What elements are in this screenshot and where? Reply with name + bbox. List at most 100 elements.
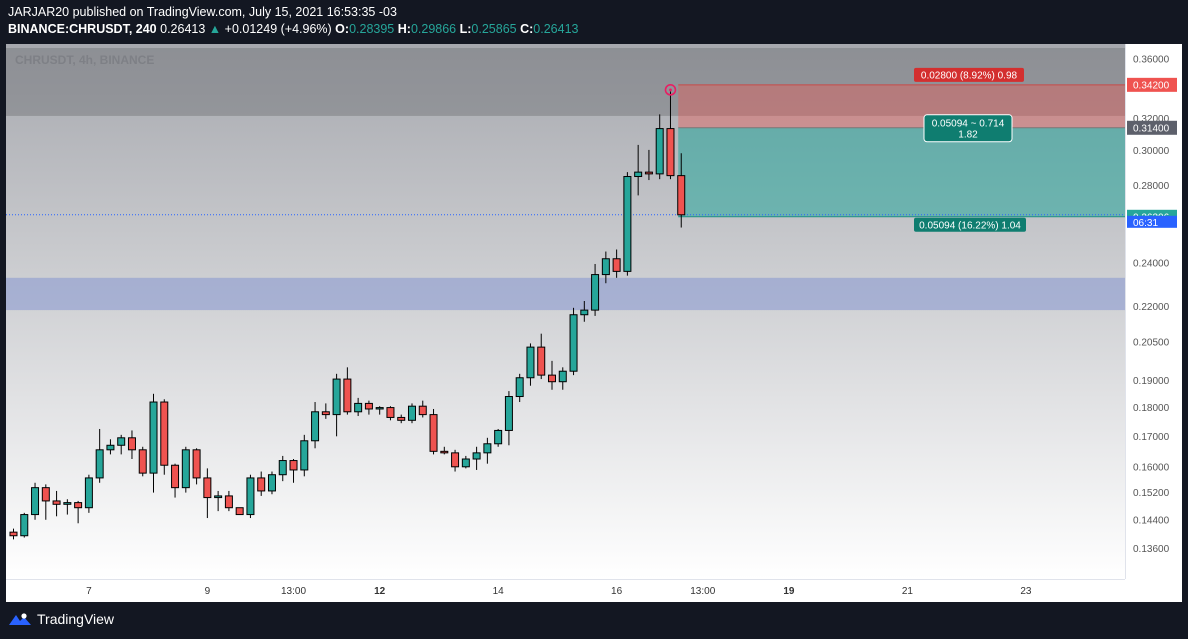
risk-reward-line1: 0.05094 ~ 0.714 bbox=[932, 118, 1005, 129]
candle-body bbox=[31, 487, 40, 516]
candle-body bbox=[278, 460, 287, 476]
stop-label-box bbox=[914, 67, 1024, 82]
candle-body bbox=[418, 405, 427, 416]
candle-body bbox=[429, 414, 438, 452]
candle-body bbox=[74, 502, 83, 509]
candle-body bbox=[569, 314, 578, 372]
candle-body bbox=[580, 309, 589, 316]
candle-body bbox=[515, 377, 524, 398]
candle-body bbox=[364, 402, 373, 410]
candle-body bbox=[127, 437, 136, 451]
x-tick-label: 16 bbox=[611, 586, 623, 597]
candle-body bbox=[214, 495, 223, 499]
candle-body bbox=[397, 416, 406, 421]
candle-body bbox=[623, 176, 632, 272]
y-tick-label: 0.16000 bbox=[1133, 462, 1170, 473]
publish-text: JARJAR20 published on TradingView.com, J… bbox=[8, 5, 397, 19]
candle-body bbox=[138, 449, 147, 474]
price-tag-box bbox=[1127, 77, 1177, 92]
candle-body bbox=[246, 477, 255, 516]
candle-body bbox=[677, 175, 686, 216]
candle-body bbox=[548, 374, 556, 383]
stop-label: 0.02800 (8.92%) 0.98 bbox=[921, 70, 1018, 81]
target-label: 0.05094 (16.22%) 1.04 bbox=[919, 220, 1021, 231]
y-tick-label: 0.17000 bbox=[1133, 432, 1170, 443]
price-tag-box bbox=[1127, 120, 1177, 135]
y-tick-label: 0.19000 bbox=[1133, 376, 1170, 387]
footer-brand: TradingView bbox=[37, 611, 115, 627]
candle-body bbox=[537, 346, 546, 376]
candle-body bbox=[106, 444, 115, 451]
candle-body bbox=[461, 458, 470, 468]
candle-body bbox=[343, 378, 352, 413]
chart-title: CHRUSDT, 4h, BINANCE bbox=[15, 53, 154, 67]
candle-body bbox=[257, 477, 266, 492]
price-tag-label: 0.34200 bbox=[1133, 80, 1170, 91]
candle-body bbox=[612, 258, 621, 272]
y-tick-label: 0.28000 bbox=[1133, 181, 1170, 192]
candle-body bbox=[300, 440, 309, 471]
countdown-label: 06:31 bbox=[1133, 218, 1158, 229]
peak-marker-dot bbox=[669, 88, 672, 92]
candle-body bbox=[289, 460, 298, 471]
y-tick-label: 0.13600 bbox=[1133, 544, 1170, 555]
price-chart[interactable]: 0.02800 (8.92%) 0.98 0.05094 (16.22%) 1.0… bbox=[6, 44, 1182, 602]
x-tick-label: 12 bbox=[374, 586, 386, 597]
y-tick-label: 0.20500 bbox=[1133, 338, 1170, 349]
candle-body bbox=[203, 477, 212, 499]
stop-loss-zone bbox=[678, 84, 1125, 128]
chart-frame[interactable]: 0.02800 (8.92%) 0.98 0.05094 (16.22%) 1.0… bbox=[6, 44, 1182, 602]
candle-body bbox=[558, 370, 567, 383]
candle-body bbox=[235, 507, 244, 516]
candle-body bbox=[375, 407, 384, 410]
target-label-box bbox=[914, 217, 1026, 232]
symbol-label: BINANCE:CHRUSDT, 240 bbox=[8, 22, 157, 36]
support-zone bbox=[6, 277, 1125, 311]
candle-body bbox=[95, 449, 104, 479]
candle-body bbox=[644, 171, 653, 175]
candle-body bbox=[311, 411, 320, 442]
y-tick-label: 0.24000 bbox=[1133, 258, 1170, 269]
y-tick-label: 0.22000 bbox=[1133, 302, 1170, 313]
x-tick-label: 14 bbox=[493, 586, 505, 597]
candle-body bbox=[181, 449, 190, 489]
footer: TradingView bbox=[8, 611, 114, 627]
x-tick-label: 23 bbox=[1020, 586, 1032, 597]
y-tick-label: 0.18000 bbox=[1133, 403, 1170, 414]
price-axis bbox=[1125, 44, 1182, 602]
candle-body bbox=[171, 464, 180, 489]
low-label: L: bbox=[459, 22, 472, 36]
candle-body bbox=[591, 274, 600, 311]
x-tick-label: 13:00 bbox=[690, 586, 715, 597]
risk-reward-box bbox=[923, 114, 1013, 143]
candle-body bbox=[160, 401, 169, 466]
ohlc-header: BINANCE:CHRUSDT, 240 0.26413 ▲ +0.01249 … bbox=[8, 22, 578, 36]
x-tick-label: 19 bbox=[783, 586, 795, 597]
open-label: O: bbox=[335, 22, 350, 36]
candle-body bbox=[386, 407, 395, 418]
candle-body bbox=[526, 346, 535, 379]
candle-body bbox=[634, 171, 643, 178]
open-value: 0.28395 bbox=[349, 22, 395, 36]
high-label: H: bbox=[397, 22, 411, 36]
x-tick-label: 21 bbox=[902, 586, 914, 597]
x-tick-label: 9 bbox=[205, 586, 211, 597]
last-price: 0.26413 bbox=[160, 22, 206, 36]
high-value: 0.29866 bbox=[410, 22, 457, 36]
price-change: +0.01249 (+4.96%) bbox=[224, 22, 332, 36]
profit-target-zone bbox=[678, 127, 1125, 217]
candle-body bbox=[407, 405, 416, 421]
x-tick-label: 7 bbox=[86, 586, 92, 597]
candle-body bbox=[332, 378, 341, 416]
candle-body bbox=[666, 128, 675, 177]
close-value: 0.26413 bbox=[533, 22, 579, 36]
candle-body bbox=[440, 450, 449, 454]
candle-body bbox=[451, 452, 460, 468]
y-tick-label: 0.15200 bbox=[1133, 488, 1170, 499]
price-tag-label: 0.31400 bbox=[1133, 123, 1170, 134]
candle-body bbox=[20, 514, 29, 537]
risk-reward-line2: 1.82 bbox=[958, 129, 978, 140]
candle-body bbox=[9, 531, 18, 537]
tradingview-logo-icon bbox=[9, 613, 31, 625]
candle-body bbox=[655, 128, 664, 175]
